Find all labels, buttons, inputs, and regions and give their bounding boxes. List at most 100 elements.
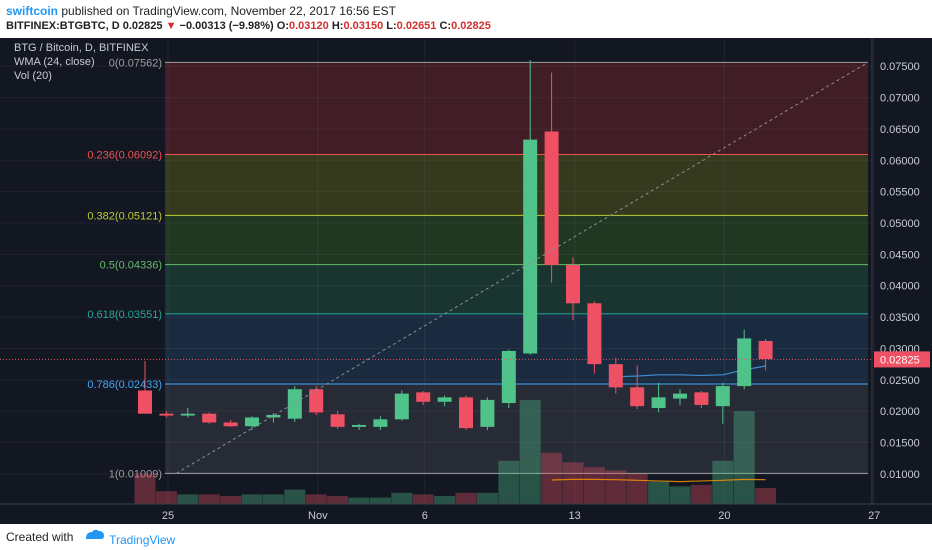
footer: Created with TradingView (0, 524, 932, 550)
volume-bars (134, 400, 777, 504)
price-tick-label: 0.05500 (880, 187, 920, 199)
chart-area[interactable]: 0(0.07562) 0.236(0.06092) 0.382(0.05121) 0.… (0, 38, 932, 524)
candle-body (715, 386, 730, 407)
price-tick-label: 0.04500 (880, 249, 920, 261)
down-arrow-icon: ▼ (165, 20, 177, 32)
candles (138, 59, 773, 430)
candle-body (352, 424, 366, 427)
volume-bar (262, 494, 284, 504)
volume-bar (327, 496, 349, 504)
high-label: H: (331, 20, 344, 32)
candle-body (630, 387, 645, 407)
chart-legend: BTG / Bitcoin, D, BITFINEX WMA (24, clos… (14, 42, 149, 82)
symbol-label: BITFINEX:BTGBTC, D (6, 20, 120, 32)
candle-body (180, 413, 195, 416)
fib-level-label: 0.382(0.05121) (87, 210, 162, 222)
volume-bar (583, 467, 605, 504)
price-tick-label: 0.02000 (880, 406, 920, 418)
candle-body (501, 350, 516, 404)
volume-bar (648, 481, 670, 504)
published-text: published on TradingView.com, November 2… (61, 4, 397, 18)
volume-bar (305, 494, 327, 504)
created-with-label: Created with (6, 530, 74, 544)
candle-body (373, 419, 388, 427)
fib-level-label: 0.236(0.06092) (87, 150, 162, 162)
volume-bar (498, 460, 520, 504)
price-tick-label: 0.02500 (880, 375, 920, 387)
volume-bar (669, 486, 691, 504)
candle-body (330, 414, 345, 427)
time-tick-label: 6 (422, 510, 428, 522)
price-tick-label: 0.06500 (880, 124, 920, 136)
time-tick-label: 13 (568, 510, 580, 522)
trend-line-dashed (176, 61, 869, 474)
volume-bar (412, 494, 434, 504)
legend-wma: WMA (24, close) (14, 56, 95, 68)
time-axis[interactable]: 25 Nov 6 13 20 27 (0, 503, 932, 522)
trend-line[interactable] (176, 61, 869, 474)
price-tick-label: 0.06000 (880, 155, 920, 167)
candle-body (737, 338, 752, 387)
fib-level-label: 0.5(0.04336) (100, 260, 162, 272)
volume-bar (605, 470, 627, 504)
candle-body (694, 392, 709, 405)
open-label: O: (276, 20, 289, 32)
volume-bar (155, 491, 177, 504)
candle-body (245, 417, 259, 427)
price-tick-label: 0.07000 (880, 93, 920, 105)
volume-bar (690, 484, 712, 504)
time-tick-label: 25 (162, 510, 174, 522)
close-value: 0.02825 (451, 20, 491, 32)
volume-bar (476, 492, 498, 504)
volume-bar (284, 489, 306, 504)
fib-level-label: 0(0.07562) (109, 57, 162, 69)
price-axis[interactable]: 0.07500 0.07000 0.06500 0.06000 0.05500 0.050… (871, 38, 920, 504)
low-value: 0.02651 (396, 20, 437, 32)
volume-ma-line (551, 478, 766, 483)
tradingview-logo-icon (86, 529, 104, 539)
price-tick-label: 0.05000 (880, 218, 920, 230)
volume-bar (177, 494, 199, 504)
tradingview-brand[interactable]: TradingView (84, 527, 176, 547)
candle-body (544, 131, 559, 266)
price-tick-label: 0.01000 (880, 469, 920, 481)
fib-zone (165, 62, 868, 155)
candle-body (159, 413, 174, 416)
last-price-tag (874, 351, 930, 368)
price-tick-label: 0.03500 (880, 312, 920, 324)
candle-body (309, 389, 324, 413)
candle-body (437, 397, 452, 402)
candlestick-chart[interactable]: 0(0.07562) 0.236(0.06092) 0.382(0.05121) 0.… (0, 38, 932, 524)
candle-body (394, 393, 409, 420)
price-change: −0.00313 (−9.98%) (179, 20, 274, 32)
volume-bar (626, 473, 648, 504)
candle-body (651, 397, 666, 409)
last-price: 0.02825 (122, 20, 163, 32)
candle-body (566, 265, 580, 304)
fib-level-label: 0.618(0.03551) (87, 309, 162, 321)
volume-bar (712, 460, 734, 504)
author-link[interactable]: swiftcoin (6, 4, 59, 18)
fib-level-label: 1(0.01009) (109, 468, 162, 480)
low-label: L: (386, 20, 397, 32)
price-tick-label: 0.07500 (880, 61, 920, 73)
volume-bar (220, 496, 242, 504)
legend-vol: Vol (20) (14, 70, 52, 82)
candle-body (138, 390, 152, 414)
volume-bar (541, 452, 563, 504)
candle-body (587, 303, 602, 365)
candle-body (480, 399, 495, 427)
close-label: C: (439, 20, 452, 32)
fib-zone (165, 154, 868, 216)
volume-bar (519, 400, 541, 504)
legend-title: BTG / Bitcoin, D, BITFINEX (14, 42, 149, 54)
fib-zone (165, 215, 868, 265)
time-tick-label: Nov (308, 510, 328, 522)
fib-level-label: 0.786(0.02433) (87, 379, 162, 391)
time-tick-label: 27 (868, 510, 880, 522)
chart-header: swiftcoin published on TradingView.com, … (0, 0, 932, 38)
price-tick-label: 0.04000 (880, 281, 920, 293)
last-price-marker: 0.02825 (0, 351, 930, 368)
brand-label: TradingView (109, 533, 176, 547)
candle-body (266, 414, 281, 418)
